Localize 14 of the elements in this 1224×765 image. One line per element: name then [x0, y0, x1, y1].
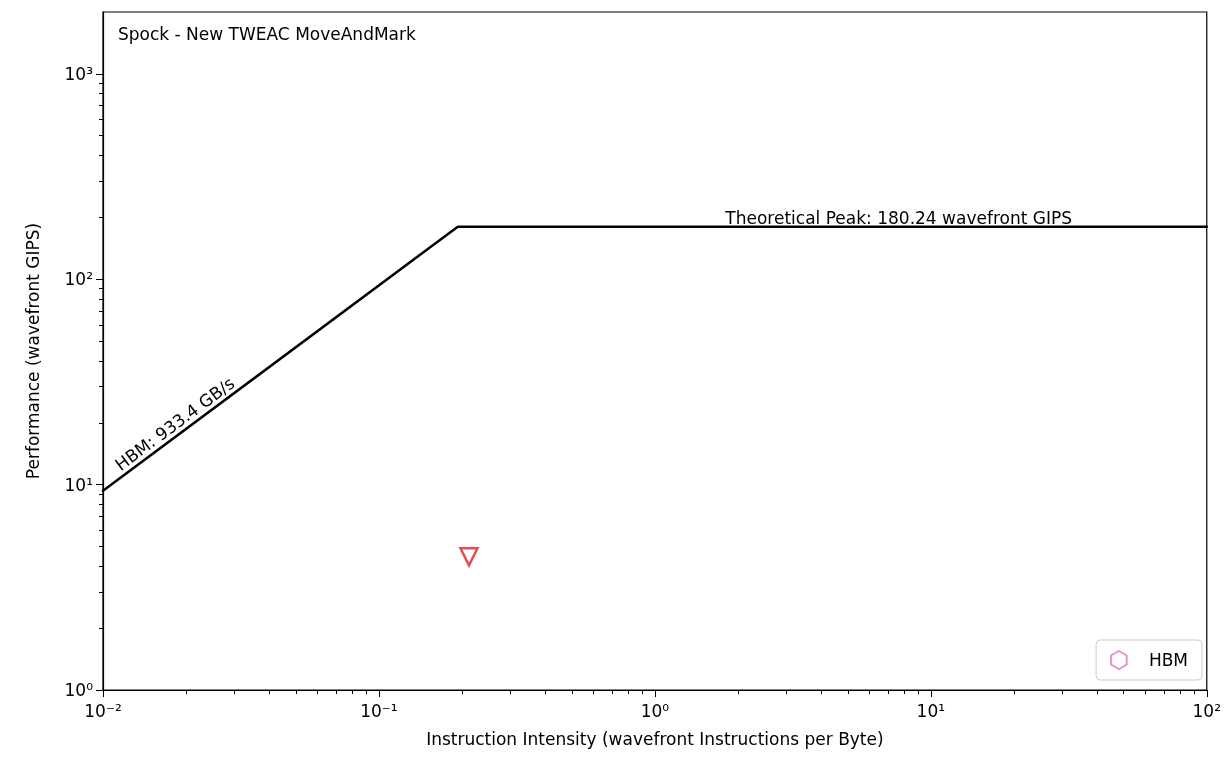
legend-label: HBM	[1148, 650, 1189, 670]
x-tick-label: 10⁰	[640, 700, 670, 721]
y-tick-label: 10⁰	[64, 680, 94, 700]
x-axis-title: Instruction Intensity (wavefront Instructions per Byte)	[426, 728, 884, 749]
annotation: Theoretical Peak: 180.24 wavefront GIPS	[724, 208, 1073, 229]
y-tick-label: 10¹	[64, 474, 93, 495]
y-tick-label: 10²	[64, 269, 93, 290]
x-tick-label: 10²	[1192, 700, 1221, 721]
y-axis-title: Performance (wavefront GIPS)	[22, 222, 43, 480]
x-tick-label: 10¹	[916, 700, 946, 721]
x-tick-label: 10⁻²	[84, 700, 122, 721]
y-tick-label: 10³	[64, 63, 93, 84]
text: Spock - New TWEAC MoveAndMark	[118, 23, 416, 44]
x-tick-label: 10⁻¹	[360, 700, 398, 721]
